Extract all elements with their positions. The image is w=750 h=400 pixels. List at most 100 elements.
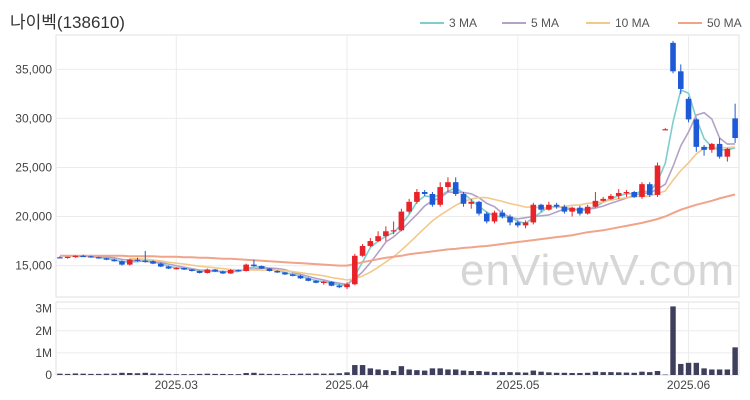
legend-label: 50 MA [707,16,742,30]
volume-bar [452,369,459,375]
candle [289,273,296,277]
candle-body [243,264,249,271]
volume-bar [352,365,358,375]
volume-bar [64,373,71,375]
volume-bar [468,371,474,375]
candle [95,256,102,259]
volume-bar [538,371,544,375]
volume-bar [592,371,599,375]
candle [251,259,257,267]
volume-bar [173,374,180,375]
candle-body [220,271,226,274]
candle [142,250,149,263]
candle-body [57,257,63,259]
candle [732,103,738,143]
volume-bar [119,372,125,375]
volume-bar [181,374,187,375]
volume-bar [274,373,280,375]
candle [274,270,280,273]
candle-body [173,268,180,270]
candle-body [111,259,118,262]
volume-bar [701,368,707,375]
candle [476,200,482,216]
candle-body [445,182,451,188]
candle-body [429,193,436,205]
candle-body [468,201,475,204]
volume-bar [321,373,327,375]
volume-bar [654,371,661,375]
candle [522,220,529,229]
candle [305,277,312,282]
volume-bar [305,373,311,375]
volume-bar [600,372,606,375]
candle-body [677,71,684,89]
candle-body [320,281,327,283]
candle-body [282,272,288,275]
volume-bar [530,370,537,375]
candle [615,189,622,199]
candle-body [359,245,366,256]
candle [126,258,133,266]
candle [150,260,156,265]
volume-bar [383,370,389,375]
legend: 3 MA 5 MA 10 MA 50 MA [420,16,742,32]
candle-body [274,270,280,273]
candle [437,182,443,207]
candle [709,142,715,153]
volume-bar [522,372,529,375]
legend-label: 5 MA [531,16,560,30]
candle-body [297,275,304,279]
candle-body [251,264,257,267]
candle [631,191,638,198]
candle [414,189,420,204]
candle-body [685,98,692,120]
candle [507,214,513,226]
candle-body [258,266,265,269]
volume-bar [639,371,645,375]
legend-item-50-ma: 50 MA [678,16,742,30]
candle [499,209,506,219]
price-panel-frame [55,34,740,298]
volume-bar [569,373,575,375]
x-tick-label: 2025.06 [667,378,711,392]
candle [592,192,599,208]
candle-body [336,285,343,288]
candle-body [569,207,575,212]
candle [88,255,94,258]
candle [421,190,428,196]
candle [569,206,575,217]
candle-body [134,259,141,261]
candle-body [103,258,110,260]
candle [654,162,661,197]
volume-bar [158,373,164,375]
volume-bars [57,306,738,376]
volume-bar [460,370,467,375]
volume-bar [515,372,521,375]
candle [662,128,669,131]
volume-tick-label: 2M [35,324,52,338]
volume-bar [328,373,335,375]
volume-bar [95,373,102,375]
volume-bar [647,372,653,375]
volume-bar [693,362,700,375]
volume-bar [437,368,443,375]
candle-body [491,212,498,222]
volume-bar [251,372,257,375]
candle [173,267,180,270]
volume-bar [204,373,211,375]
volume-bar [336,373,343,375]
candle-body [646,184,653,195]
candle-body [157,263,164,267]
volume-bar [662,374,668,376]
candle-body [561,206,568,212]
candlesticks [57,40,738,290]
candle-body [732,118,738,139]
candle [80,254,86,257]
grid-lines [55,34,740,376]
candle-body [204,269,211,273]
candle-body [530,204,537,223]
candle [103,257,110,261]
candle-body [383,231,389,237]
volume-bar [127,373,133,375]
candle-body [538,204,544,210]
